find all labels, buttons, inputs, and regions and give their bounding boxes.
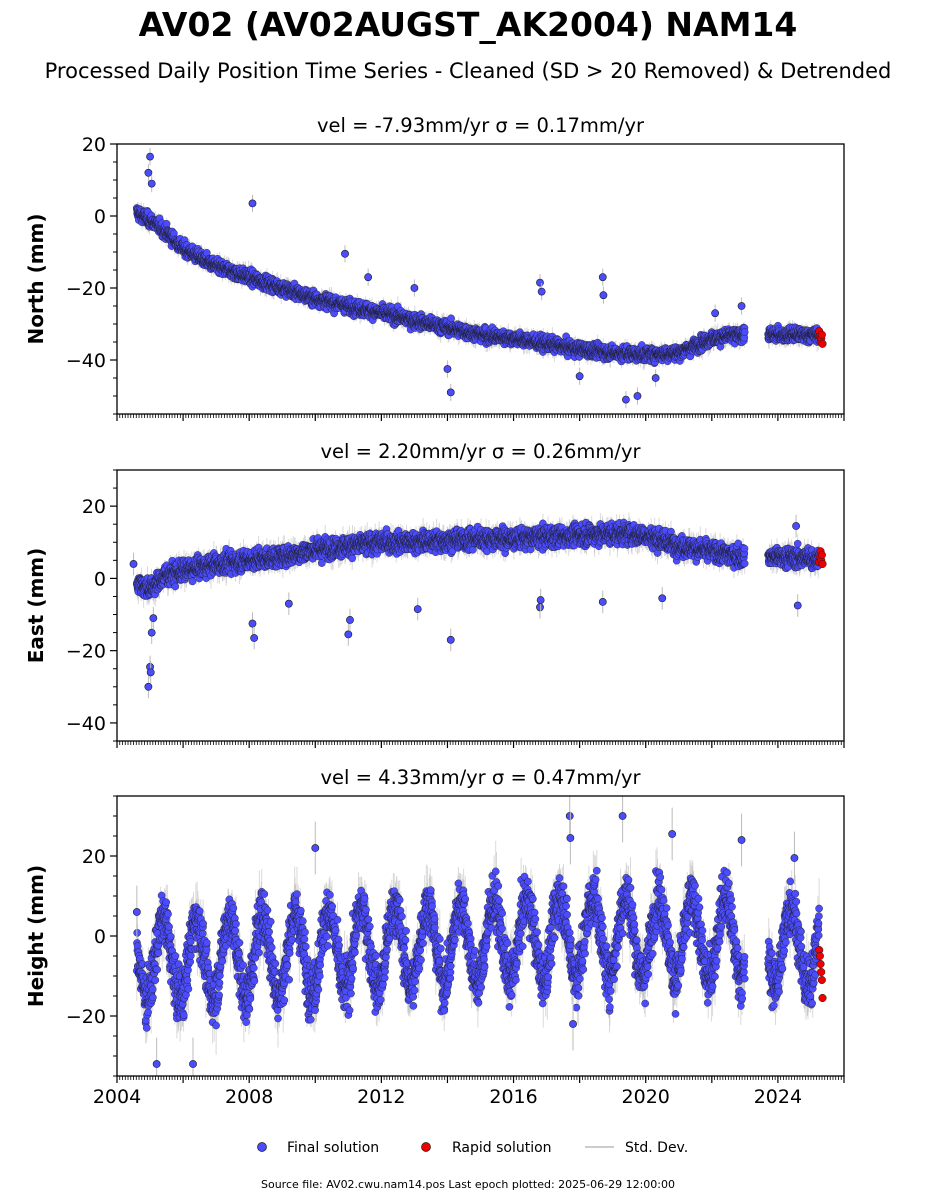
final-solution-series	[132, 204, 823, 368]
plot-area	[132, 147, 827, 409]
figure-subtitle: Processed Daily Position Time Series - C…	[45, 59, 892, 83]
final-solution-point	[740, 328, 749, 336]
final-solution-point	[447, 314, 455, 323]
figure-title: AV02 (AV02AUGST_AK2004) NAM14	[139, 5, 798, 44]
final-solution-point	[162, 219, 171, 228]
